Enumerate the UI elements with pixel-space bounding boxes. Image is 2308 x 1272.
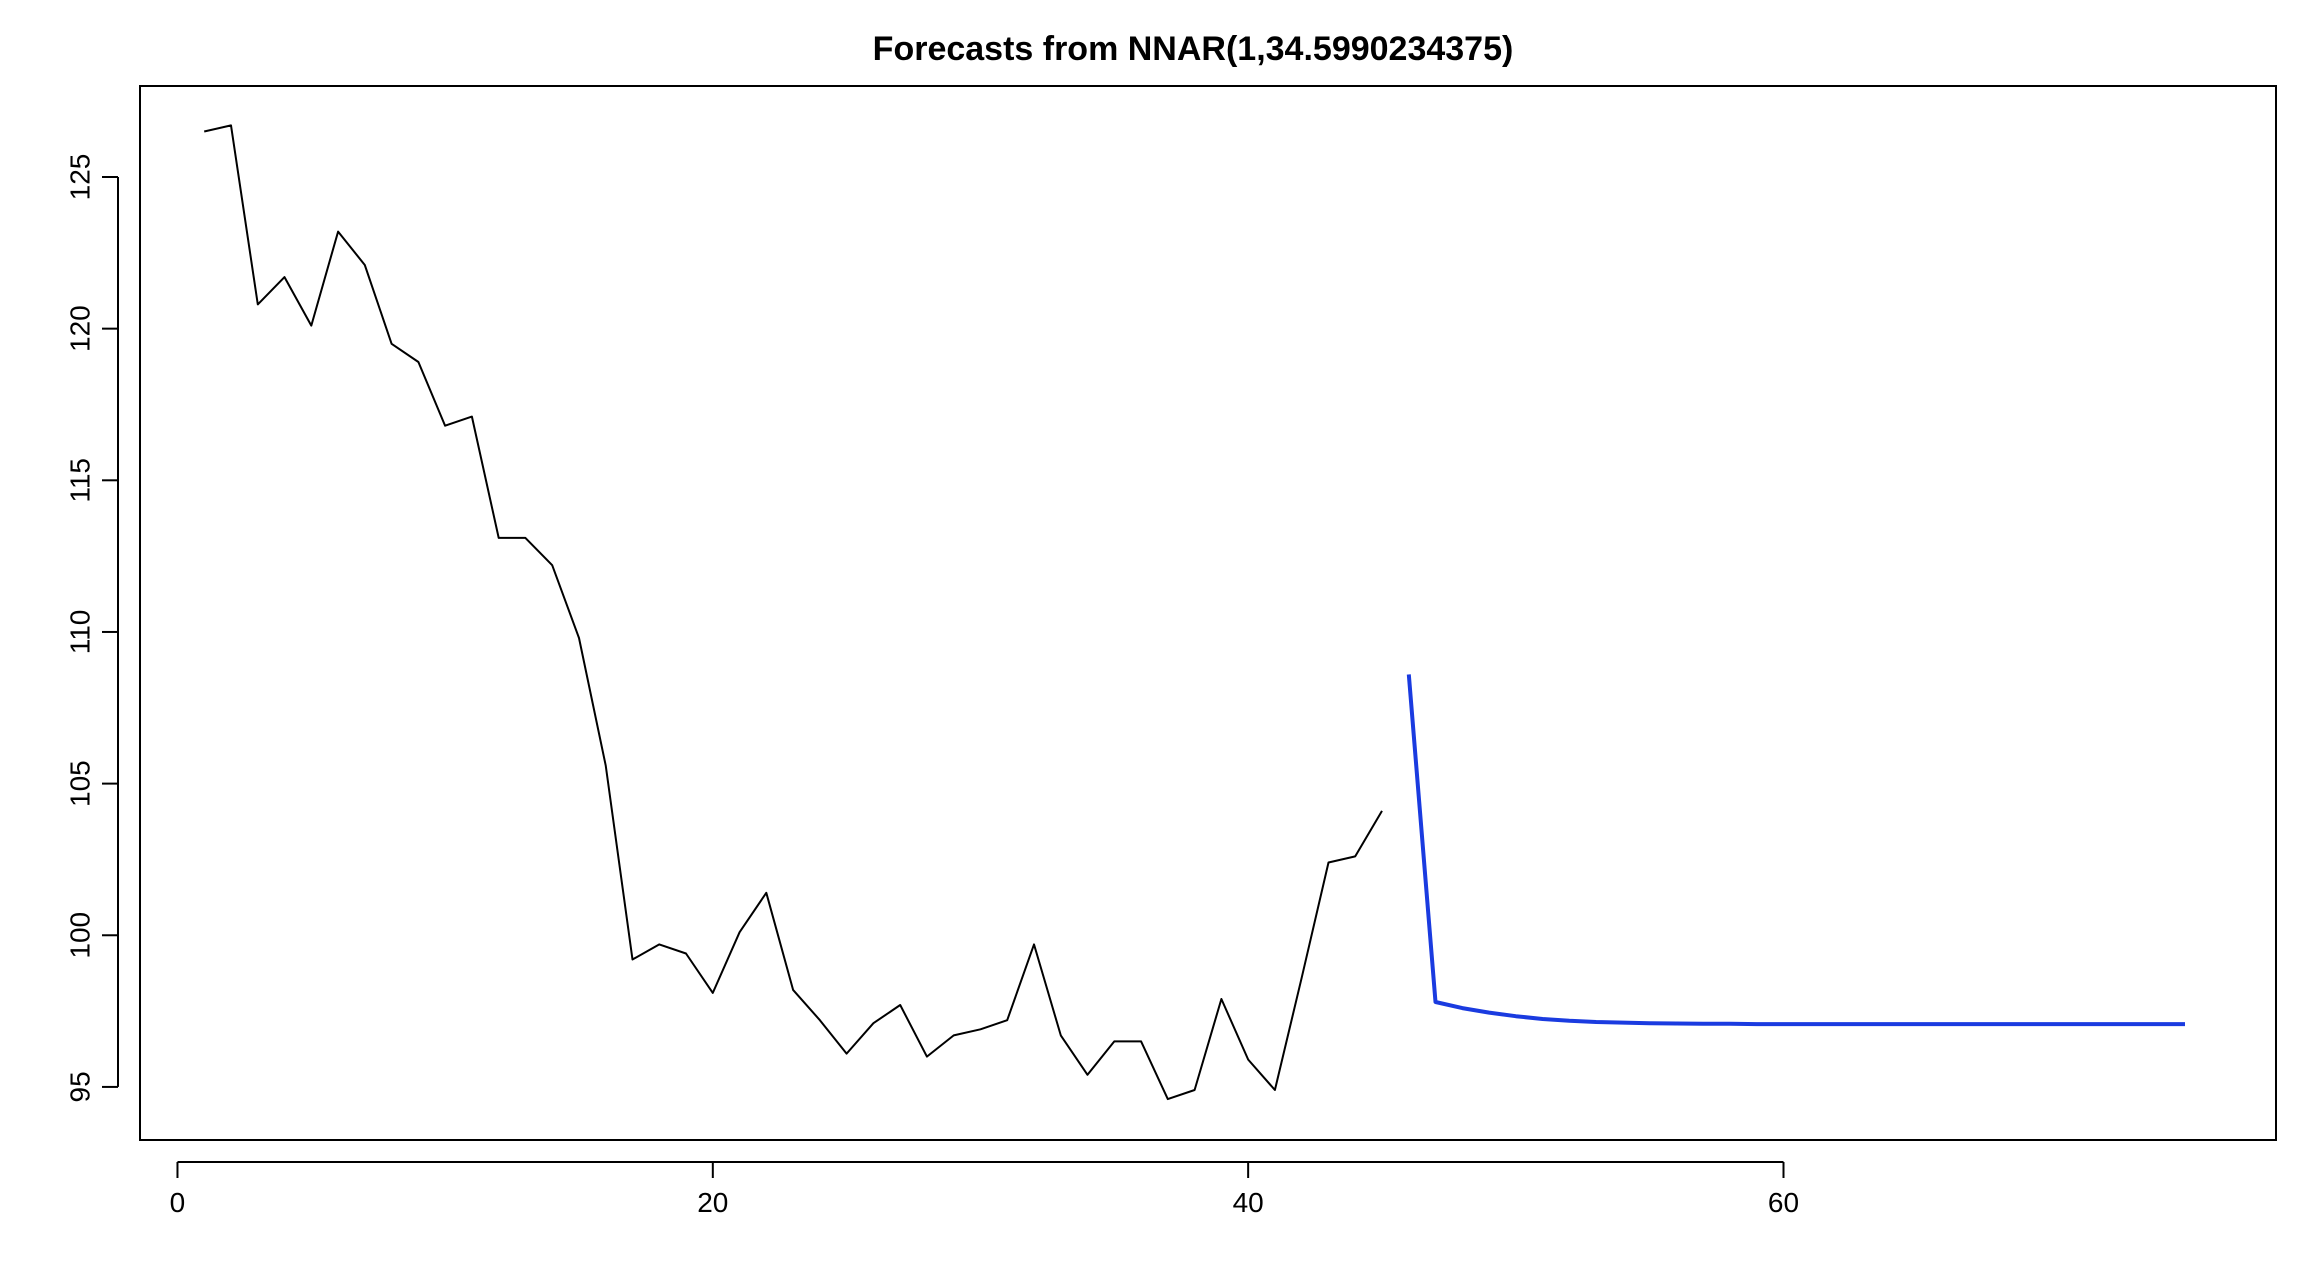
x-tick-label: 0 (170, 1187, 186, 1218)
forecast-series-line (1406, 674, 2185, 1027)
y-axis: 95 100 105 110 115 120 125 (64, 154, 119, 1102)
series-layer (203, 124, 2185, 1101)
y-tick-label: 105 (64, 760, 95, 807)
x-tick-label: 60 (1768, 1187, 1799, 1218)
plot-frame (139, 85, 2277, 1141)
x-tick-label: 20 (697, 1187, 728, 1218)
y-tick-label: 100 (64, 912, 95, 959)
x-axis: 0 20 40 60 (170, 1161, 1799, 1218)
y-tick-label: 110 (64, 610, 95, 655)
chart-title: Forecasts from NNAR(1,34.5990234375) (873, 30, 1514, 68)
y-tick-label: 120 (64, 305, 95, 352)
y-tick-label: 115 (64, 458, 95, 503)
y-tick-label: 125 (64, 154, 95, 201)
observed-series-line (203, 124, 1383, 1101)
x-tick-label: 40 (1233, 1187, 1264, 1218)
y-tick-label: 95 (64, 1071, 95, 1102)
